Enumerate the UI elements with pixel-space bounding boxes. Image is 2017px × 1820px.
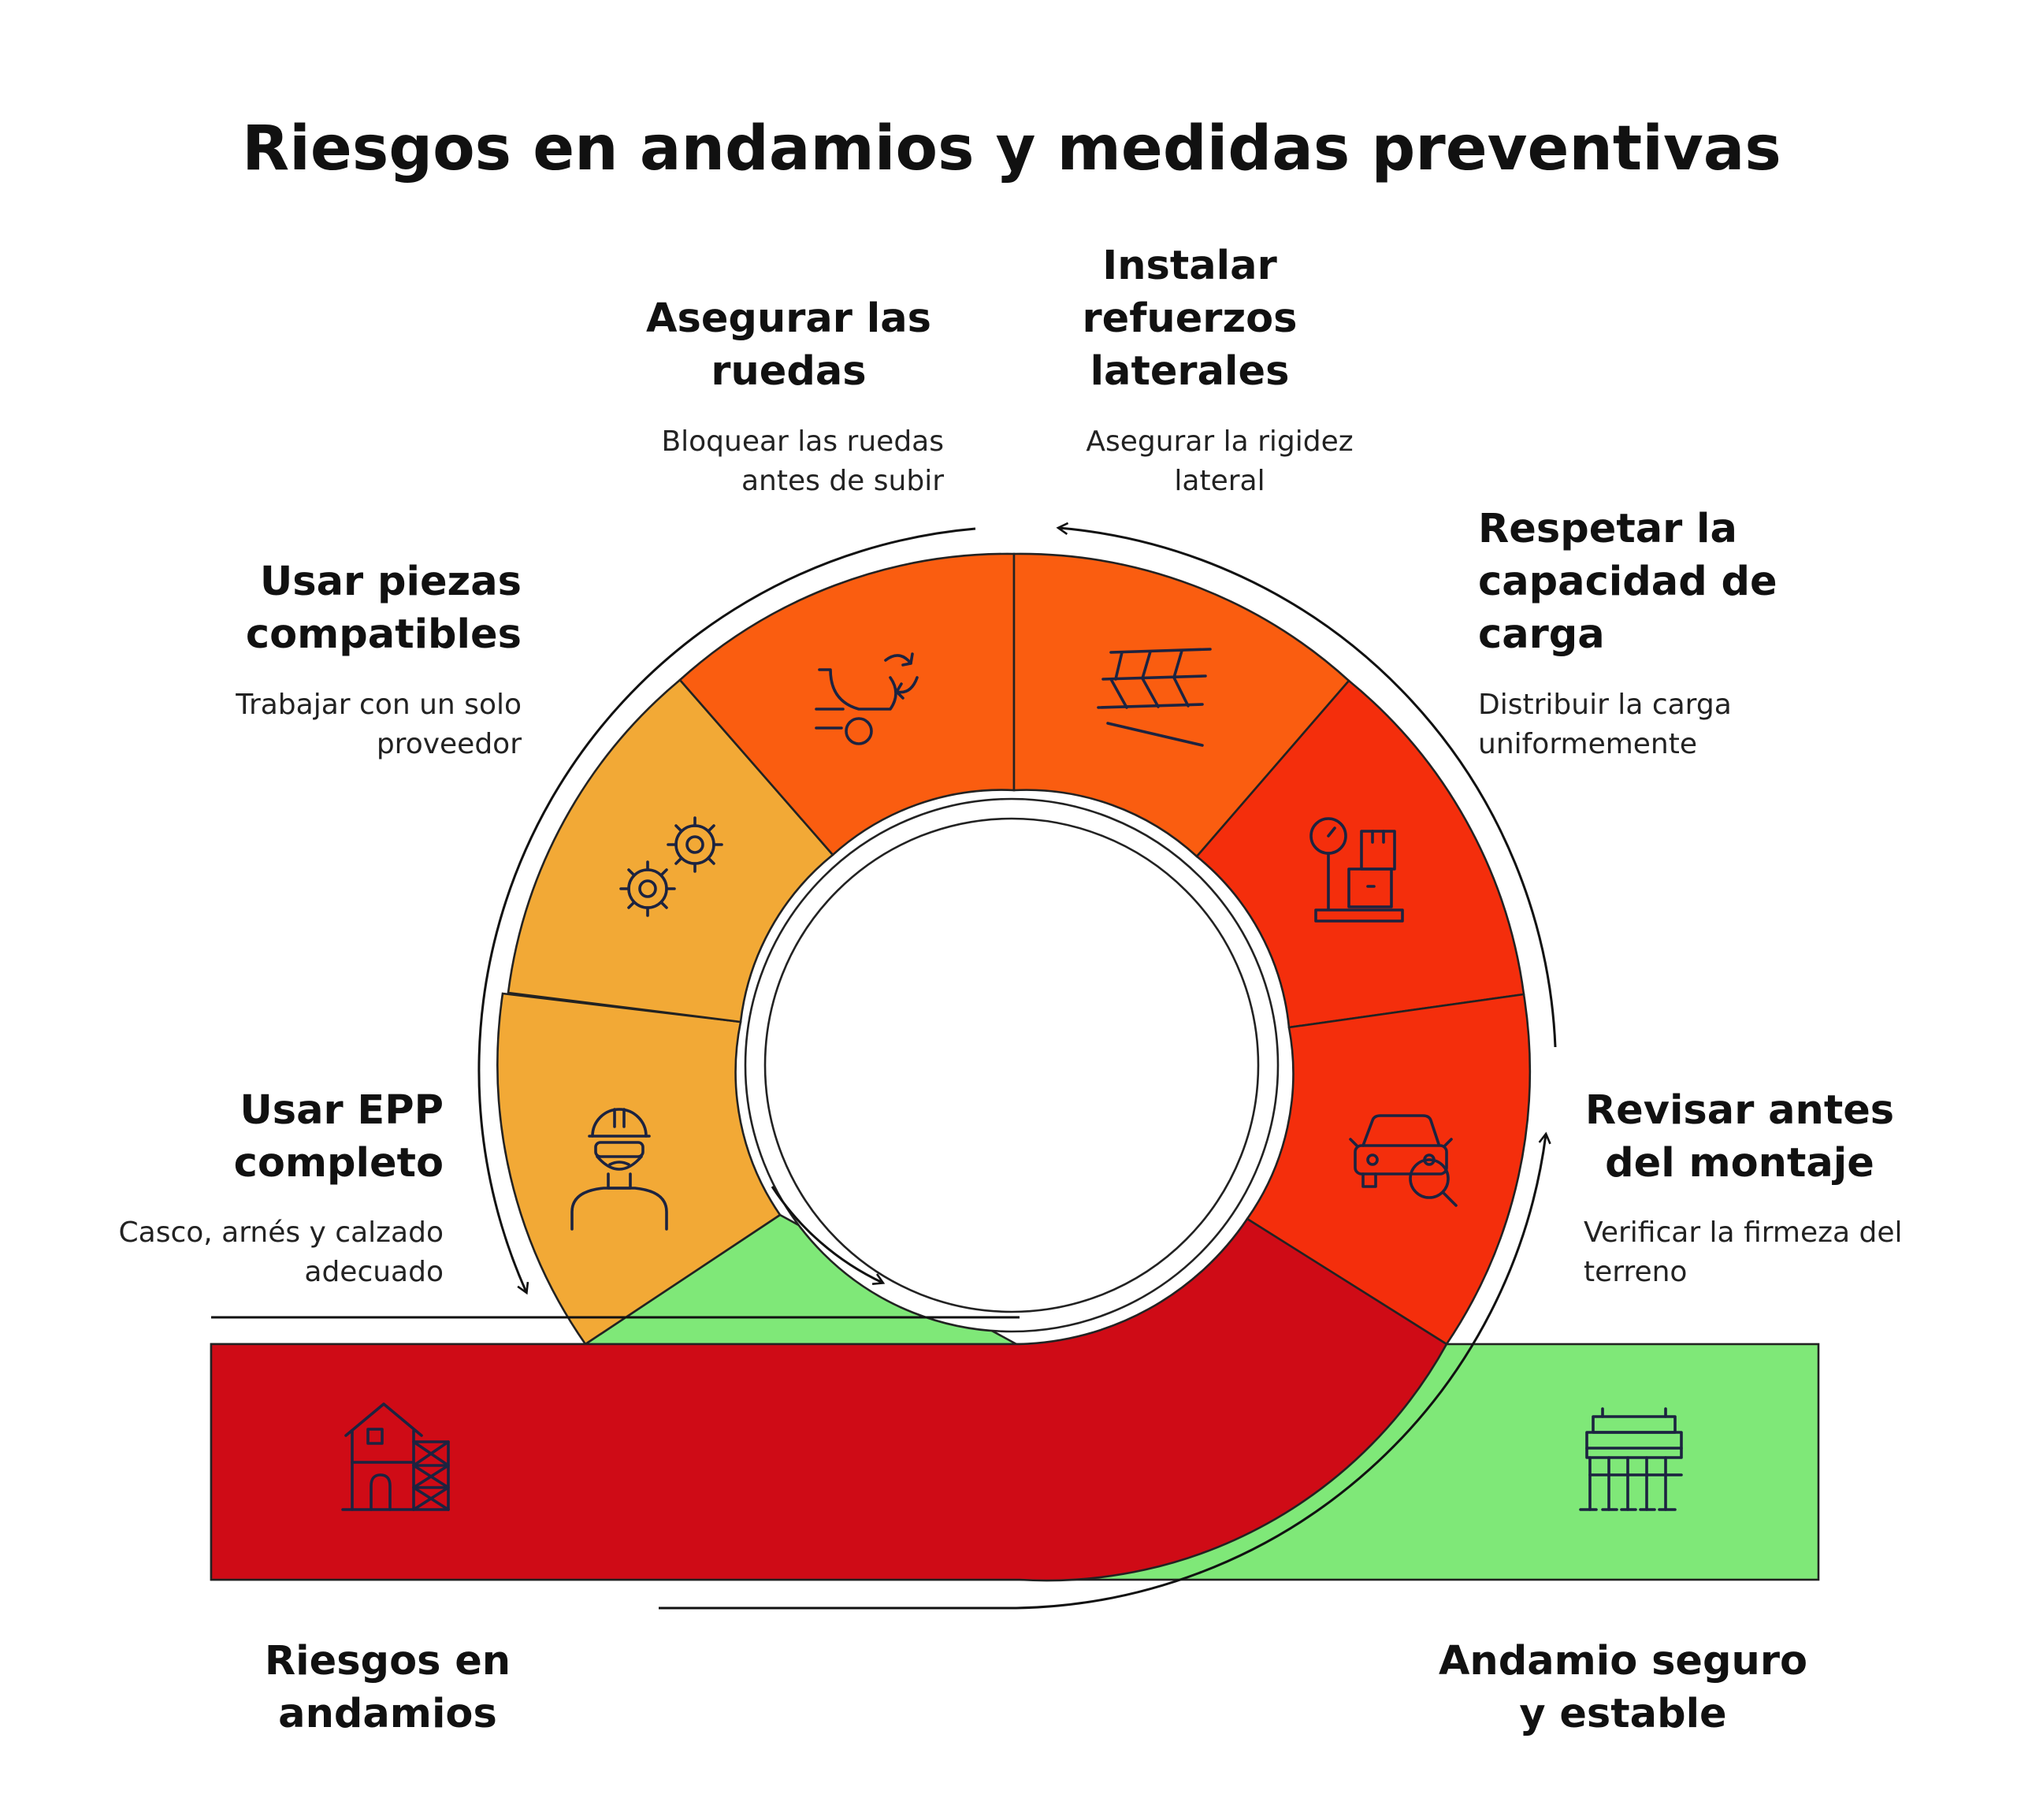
label-start: Riesgos en andamios — [265, 1638, 511, 1737]
label-revisar-montaje: Revisar antes del montaje Verificar la f… — [1584, 1087, 1903, 1288]
label-title: refuerzos — [1082, 295, 1297, 342]
inner-hub-outer — [744, 797, 1280, 1333]
label-desc: Casco, arnés y calzado — [119, 1216, 444, 1249]
svg-text:Casco, arnés y calzado: Casco, arnés y calzado — [119, 1216, 444, 1249]
label-desc: Bloquear las ruedas — [661, 425, 944, 458]
svg-text:capacidad de: capacidad de — [1478, 559, 1777, 605]
wheel-lock-icon — [815, 652, 919, 745]
segment-usar-epp[interactable] — [496, 992, 782, 1346]
label-desc: antes de subir — [741, 465, 944, 497]
label-respetar-capacidad: Respetar la capacidad de carga Distribui… — [1478, 506, 1777, 760]
svg-text:antes de subir: antes de subir — [741, 465, 944, 497]
svg-text:Asegurar la rigidez: Asegurar la rigidez — [1086, 425, 1353, 458]
svg-text:andamios: andamios — [278, 1691, 497, 1737]
flow-arrow-inner-arc — [771, 1186, 886, 1285]
house-scaffold-icon — [341, 1402, 450, 1511]
label-title: Usar piezas — [260, 559, 522, 605]
svg-text:terreno: terreno — [1584, 1256, 1687, 1288]
end-title: Andamio seguro — [1439, 1638, 1807, 1684]
gears-icon — [619, 816, 723, 917]
label-title: compatibles — [246, 611, 522, 658]
svg-text:Revisar antes: Revisar antes — [1585, 1087, 1894, 1134]
label-desc: Trabajar con un solo — [235, 689, 522, 721]
label-title: carga — [1478, 611, 1605, 658]
label-desc: proveedor — [377, 728, 522, 760]
inner-hub — [763, 817, 1260, 1313]
svg-text:Distribuir la carga: Distribuir la carga — [1478, 689, 1732, 721]
label-usar-epp: Usar EPP completo Casco, arnés y calzado… — [119, 1087, 444, 1288]
start-band — [210, 1217, 1448, 1582]
svg-text:Respetar la: Respetar la — [1478, 506, 1737, 552]
svg-text:laterales: laterales — [1090, 348, 1290, 395]
label-desc: Distribuir la carga — [1478, 689, 1732, 721]
label-title: completo — [234, 1140, 444, 1187]
label-end: Andamio seguro y estable — [1439, 1638, 1807, 1737]
svg-text:Usar piezas: Usar piezas — [260, 559, 522, 605]
flow-arrow-right-arc — [1056, 522, 1557, 1048]
flow-arrow-bottom-arc — [1016, 1131, 1551, 1610]
label-usar-piezas: Usar piezas compatibles Trabajar con un … — [235, 559, 522, 760]
label-instalar-refuerzos: Instalar refuerzos laterales Asegurar la… — [1082, 243, 1353, 497]
segment-revisar-montaje[interactable] — [1246, 993, 1532, 1346]
label-title: laterales — [1090, 348, 1290, 395]
svg-text:compatibles: compatibles — [246, 611, 522, 658]
weight-scale-icon — [1309, 817, 1404, 923]
svg-text:Andamio seguro: Andamio seguro — [1439, 1638, 1807, 1684]
svg-text:lateral: lateral — [1174, 465, 1265, 497]
label-title: del montaje — [1605, 1140, 1874, 1187]
label-desc: terreno — [1584, 1256, 1687, 1288]
svg-text:Bloquear las ruedas: Bloquear las ruedas — [661, 425, 944, 458]
svg-text:Riesgos en: Riesgos en — [265, 1638, 511, 1684]
svg-text:completo: completo — [234, 1140, 444, 1187]
svg-text:carga: carga — [1478, 611, 1605, 658]
label-desc: lateral — [1174, 465, 1265, 497]
svg-text:ruedas: ruedas — [711, 348, 866, 395]
label-title: Instalar — [1102, 243, 1276, 289]
svg-text:Asegurar las: Asegurar las — [646, 295, 931, 342]
end-title: y estable — [1519, 1691, 1726, 1737]
label-desc: adecuado — [304, 1256, 444, 1288]
label-asegurar-ruedas: Asegurar las ruedas Bloquear las ruedas … — [646, 295, 944, 497]
label-title: Usar EPP — [240, 1087, 444, 1134]
svg-text:adecuado: adecuado — [304, 1256, 444, 1288]
svg-text:refuerzos: refuerzos — [1082, 295, 1297, 342]
scaffold-icon — [1579, 1407, 1683, 1511]
label-title: Asegurar las — [646, 295, 931, 342]
svg-text:del montaje: del montaje — [1605, 1140, 1874, 1187]
inspection-icon — [1349, 1114, 1458, 1207]
svg-text:Usar EPP: Usar EPP — [240, 1087, 444, 1134]
label-title: capacidad de — [1478, 559, 1777, 605]
start-title: Riesgos en — [265, 1638, 511, 1684]
label-title: Respetar la — [1478, 506, 1737, 552]
svg-text:Trabajar con un solo: Trabajar con un solo — [235, 689, 522, 721]
page-title: Riesgos en andamios y medidas preventiva… — [242, 113, 1781, 184]
label-title: ruedas — [711, 348, 866, 395]
label-desc: Verificar la firmeza del — [1584, 1216, 1903, 1249]
bracing-icon — [1097, 648, 1212, 747]
label-desc: Asegurar la rigidez — [1086, 425, 1353, 458]
worker-helmet-icon — [570, 1108, 668, 1231]
start-title: andamios — [278, 1691, 497, 1737]
svg-text:y estable: y estable — [1519, 1691, 1726, 1737]
svg-text:Verificar la firmeza del: Verificar la firmeza del — [1584, 1216, 1903, 1249]
label-title: Revisar antes — [1585, 1087, 1894, 1134]
svg-text:uniformemente: uniformemente — [1478, 728, 1697, 760]
flow-arrow-left-arc — [477, 527, 976, 1295]
svg-text:proveedor: proveedor — [377, 728, 522, 760]
segment-usar-piezas[interactable] — [507, 678, 834, 1023]
label-desc: uniformemente — [1478, 728, 1697, 760]
svg-text:Instalar: Instalar — [1102, 243, 1276, 289]
